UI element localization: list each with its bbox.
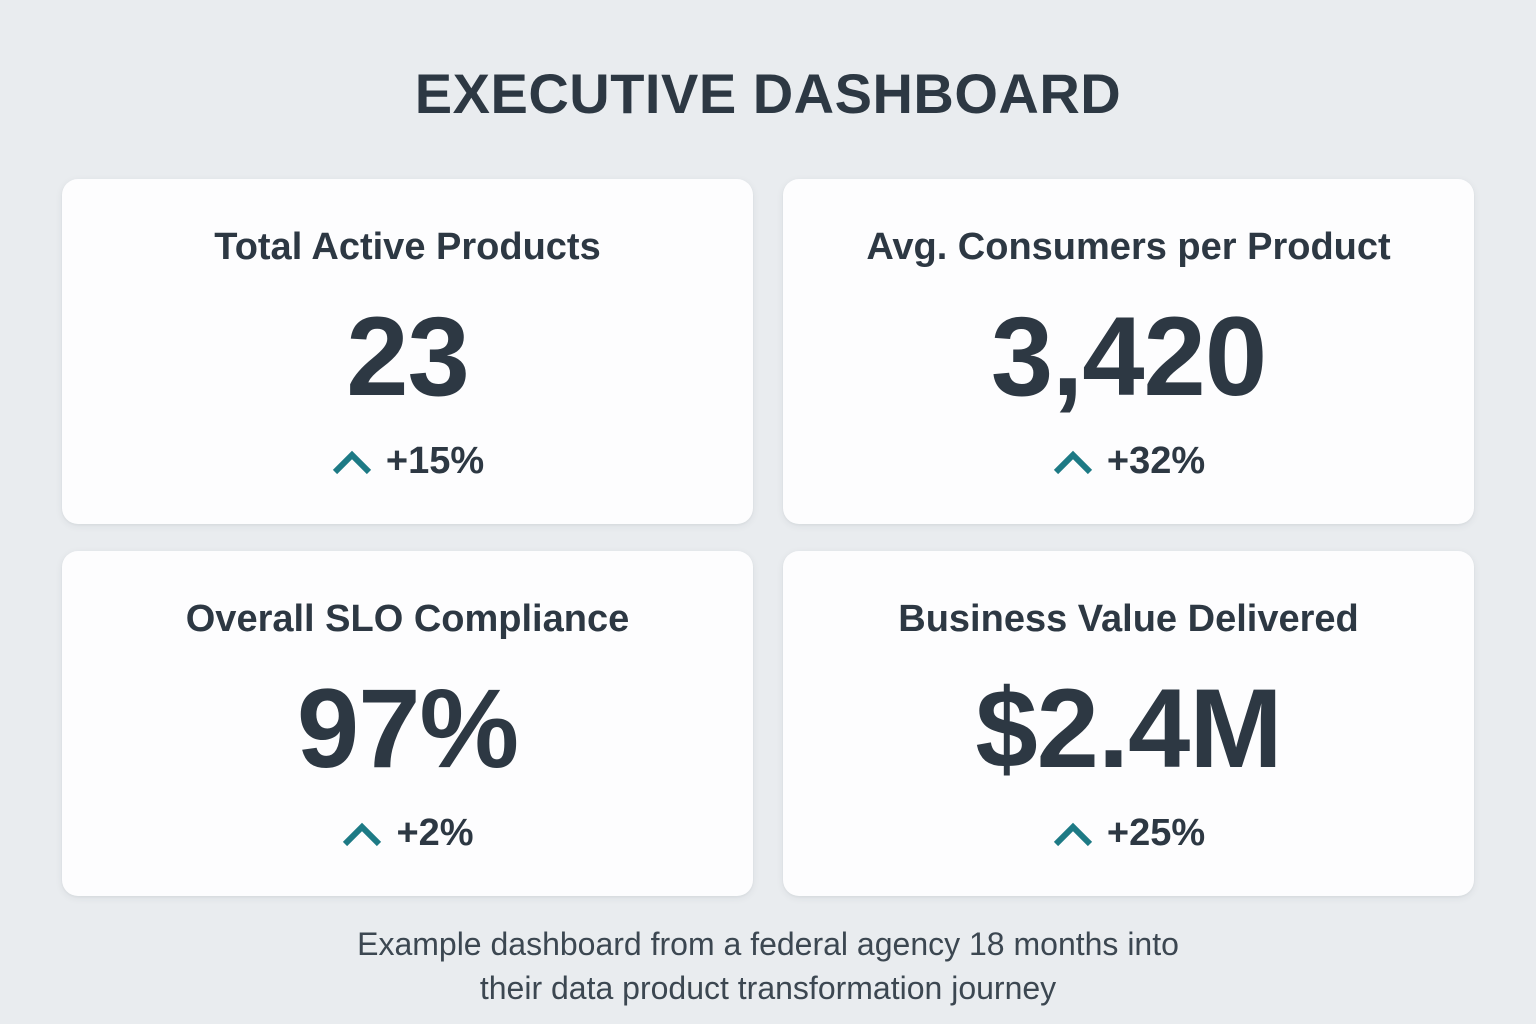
caption: Example dashboard from a federal agency … — [62, 922, 1474, 1010]
metric-trend: +25% — [1052, 811, 1205, 855]
metric-trend: +15% — [331, 439, 484, 483]
metric-value: $2.4M — [975, 666, 1282, 791]
metric-value: 3,420 — [990, 294, 1267, 419]
trend-up-icon — [1053, 822, 1092, 847]
trend-value: +25% — [1106, 812, 1206, 854]
metric-trend: +2% — [341, 811, 474, 855]
caption-line-2: their data product transformation journe… — [479, 970, 1057, 1006]
trend-value: +2% — [396, 812, 474, 854]
metric-grid: Total Active Products 23 +15% Avg. Consu… — [62, 179, 1474, 896]
trend-up-icon — [332, 450, 371, 475]
metric-value: 23 — [346, 294, 470, 419]
caption-line-1: Example dashboard from a federal agency … — [357, 926, 1179, 962]
trend-up-icon — [343, 822, 382, 847]
metric-label: Business Value Delivered — [898, 598, 1359, 640]
metric-trend: +32% — [1052, 439, 1205, 483]
metric-label: Avg. Consumers per Product — [866, 226, 1391, 268]
trend-value: +32% — [1106, 440, 1206, 482]
metric-card-business-value-delivered: Business Value Delivered $2.4M +25% — [783, 551, 1474, 896]
metric-label: Total Active Products — [214, 226, 601, 268]
metric-card-overall-slo-compliance: Overall SLO Compliance 97% +2% — [62, 551, 753, 896]
metric-label: Overall SLO Compliance — [185, 598, 630, 640]
page-title: EXECUTIVE DASHBOARD — [414, 62, 1122, 125]
metric-value: 97% — [296, 666, 519, 791]
metric-card-total-active-products: Total Active Products 23 +15% — [62, 179, 753, 524]
metric-card-avg-consumers-per-product: Avg. Consumers per Product 3,420 +32% — [783, 179, 1474, 524]
trend-value: +15% — [385, 440, 485, 482]
trend-up-icon — [1053, 450, 1092, 475]
